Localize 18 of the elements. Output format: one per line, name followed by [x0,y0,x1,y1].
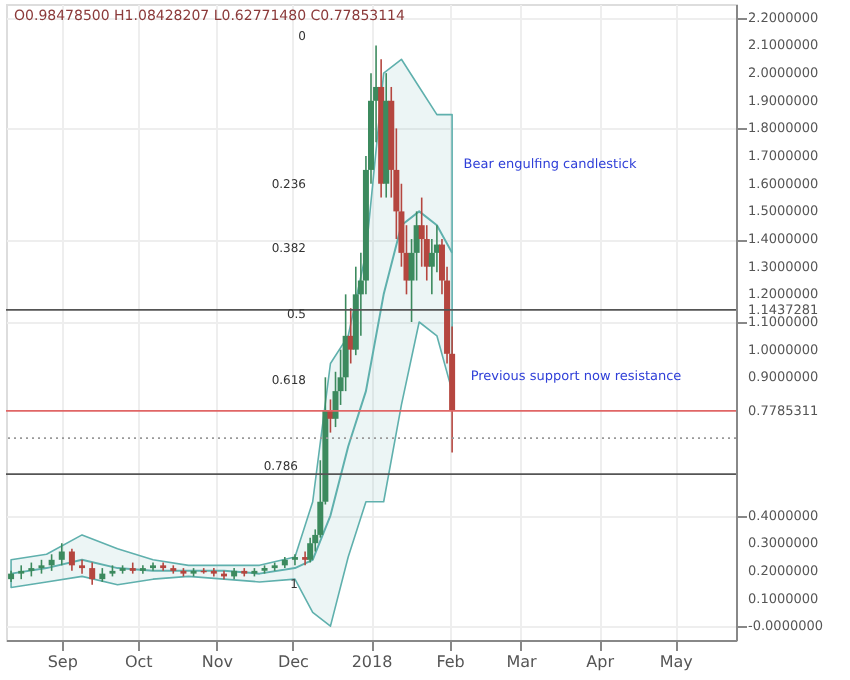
candlestick [18,564,25,580]
x-tick-label: Feb [436,653,465,671]
candlestick [139,564,146,575]
x-tick-label: Dec [277,653,309,671]
candlestick [170,564,177,575]
candlestick [58,542,65,567]
x-tick-label: Nov [201,653,234,671]
line-series [10,210,454,575]
candlestick [307,536,314,564]
x-tick-label: Mar [506,653,539,671]
x-tick-label: 2018 [351,653,393,671]
candlestick [89,561,96,586]
x-tick-label: Sep [47,653,78,671]
x-tick-label: May [659,653,694,671]
x-tick-label: Apr [586,653,616,671]
candlestick [68,547,75,572]
x-tick-label: Oct [124,653,153,671]
candlestick [79,559,86,575]
